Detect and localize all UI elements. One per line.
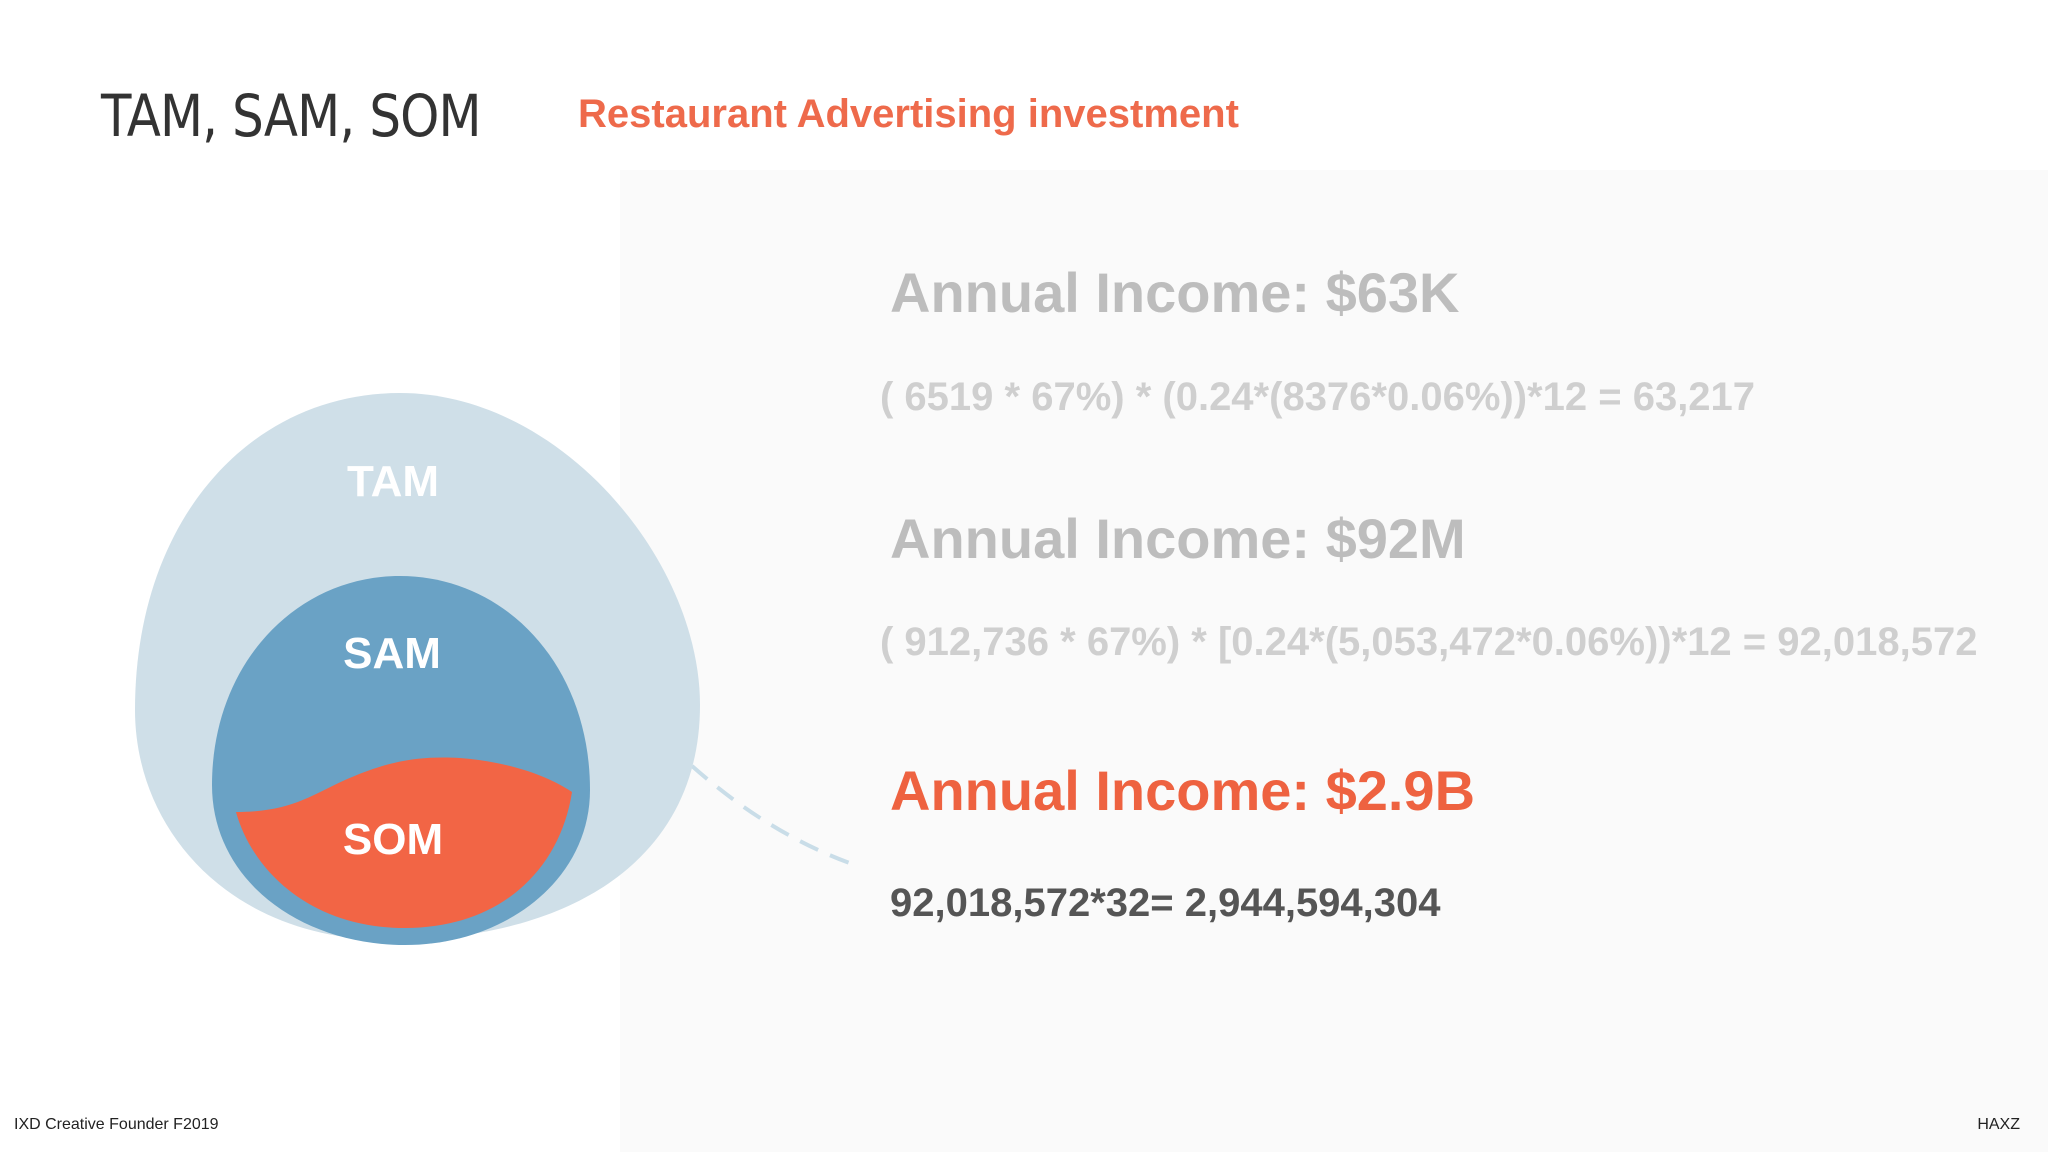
som-label: SOM xyxy=(343,815,443,864)
page-title: TAM, SAM, SOM xyxy=(101,82,482,150)
som-income-formula: 92,018,572*32= 2,944,594,304 xyxy=(890,881,1441,925)
content-background xyxy=(620,170,2048,1152)
som-income-heading: Annual Income: $2.9B xyxy=(890,759,1476,822)
page-subtitle: Restaurant Advertising investment xyxy=(578,92,1239,136)
connector-line xyxy=(690,764,856,867)
sam-label: SAM xyxy=(343,629,441,678)
sam-income-formula: ( 912,736 * 67%) * [0.24*(5,053,472*0.06… xyxy=(880,620,1978,664)
som-shape xyxy=(236,757,572,928)
tam-income-formula: ( 6519 * 67%) * (0.24*(8376*0.06%))*12 =… xyxy=(880,375,1756,419)
tam-income-heading: Annual Income: $63K xyxy=(890,261,1460,324)
tam-label: TAM xyxy=(347,457,439,506)
footer-team-label: HAXZ xyxy=(1977,1116,2020,1133)
sam-income-heading: Annual Income: $92M xyxy=(890,507,1466,570)
footer-course-label: IXD Creative Founder F2019 xyxy=(14,1116,219,1133)
